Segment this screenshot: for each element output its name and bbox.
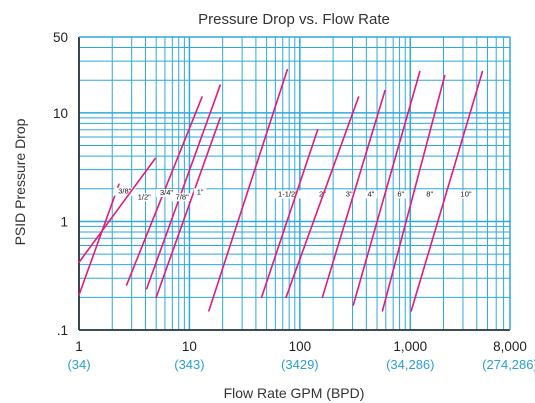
x-tick-bpd-label: (3429) <box>281 357 319 372</box>
series-label-bg <box>457 190 475 199</box>
series-label: 1/2" <box>138 192 151 201</box>
series-label-bg <box>394 190 408 199</box>
series-label-bg <box>273 190 303 199</box>
y-axis-label: PSID Pressure Drop <box>12 118 28 245</box>
series-label-bg <box>193 188 207 197</box>
series-label: 3/4" <box>160 188 173 197</box>
series-line <box>155 117 222 299</box>
x-tick-label: 10 <box>182 339 197 354</box>
series-label: 6" <box>397 189 404 198</box>
series-line <box>78 183 120 296</box>
x-tick-bpd-label: (34) <box>67 357 90 372</box>
series-label: 1-1/2" <box>278 189 298 198</box>
series-line <box>78 157 157 264</box>
x-tick-label: 100 <box>289 339 312 354</box>
series-line <box>208 68 289 312</box>
series-label-bg <box>133 193 155 202</box>
chart-title: Pressure Drop vs. Flow Rate <box>198 11 390 28</box>
series-label-bg <box>155 189 178 198</box>
series-line <box>145 84 222 290</box>
series-label: 4" <box>367 189 374 198</box>
series-label: 8" <box>426 189 433 198</box>
grid <box>78 36 511 331</box>
series-line <box>321 89 386 299</box>
series-label: 7/8" <box>176 192 189 201</box>
series-label-bg <box>342 190 356 199</box>
y-tick-label: .1 <box>57 323 68 338</box>
series-label-bg <box>171 193 193 202</box>
x-tick-label: 1,000 <box>393 339 427 354</box>
series-line <box>285 96 360 299</box>
x-axis-label: Flow Rate GPM (BPD) <box>224 385 365 401</box>
y-tick-label: 50 <box>53 30 68 45</box>
series-label: 1" <box>197 187 204 196</box>
series-label: 10" <box>461 189 472 198</box>
x-tick-label: 1 <box>75 339 83 354</box>
x-tick-bpd-label: (34,286) <box>386 357 434 372</box>
x-tick-bpd-label: (343) <box>174 357 204 372</box>
series-label-bg <box>423 190 437 199</box>
y-tick-labels: 50 10 1 .1 <box>53 30 68 338</box>
series-label-bg <box>364 190 378 199</box>
x-tick-bpd-label: (274,286) <box>482 357 535 372</box>
x-tick-label: 8,000 <box>493 339 527 354</box>
x-tick-labels: 1 (34) 10 (343) 100 (3429) 1,000 (34,286) 8,000 (… <box>67 339 535 372</box>
series-label-bg <box>114 187 136 196</box>
y-tick-label: 1 <box>60 214 68 229</box>
series-lines: 3/8" 1/2" 3/4" 7/8" 1" 1-1/2" 2" 3" 4" 6" 8" 10" <box>78 68 484 312</box>
series-line <box>381 74 446 312</box>
series-line <box>352 70 421 306</box>
series-label: 3/8" <box>118 187 131 196</box>
y-tick-label: 10 <box>53 106 68 121</box>
series-label: 3" <box>346 189 353 198</box>
series-line <box>260 128 319 299</box>
series-label-bg <box>316 190 329 199</box>
series-line <box>410 70 484 312</box>
series-label: 2" <box>319 189 326 198</box>
